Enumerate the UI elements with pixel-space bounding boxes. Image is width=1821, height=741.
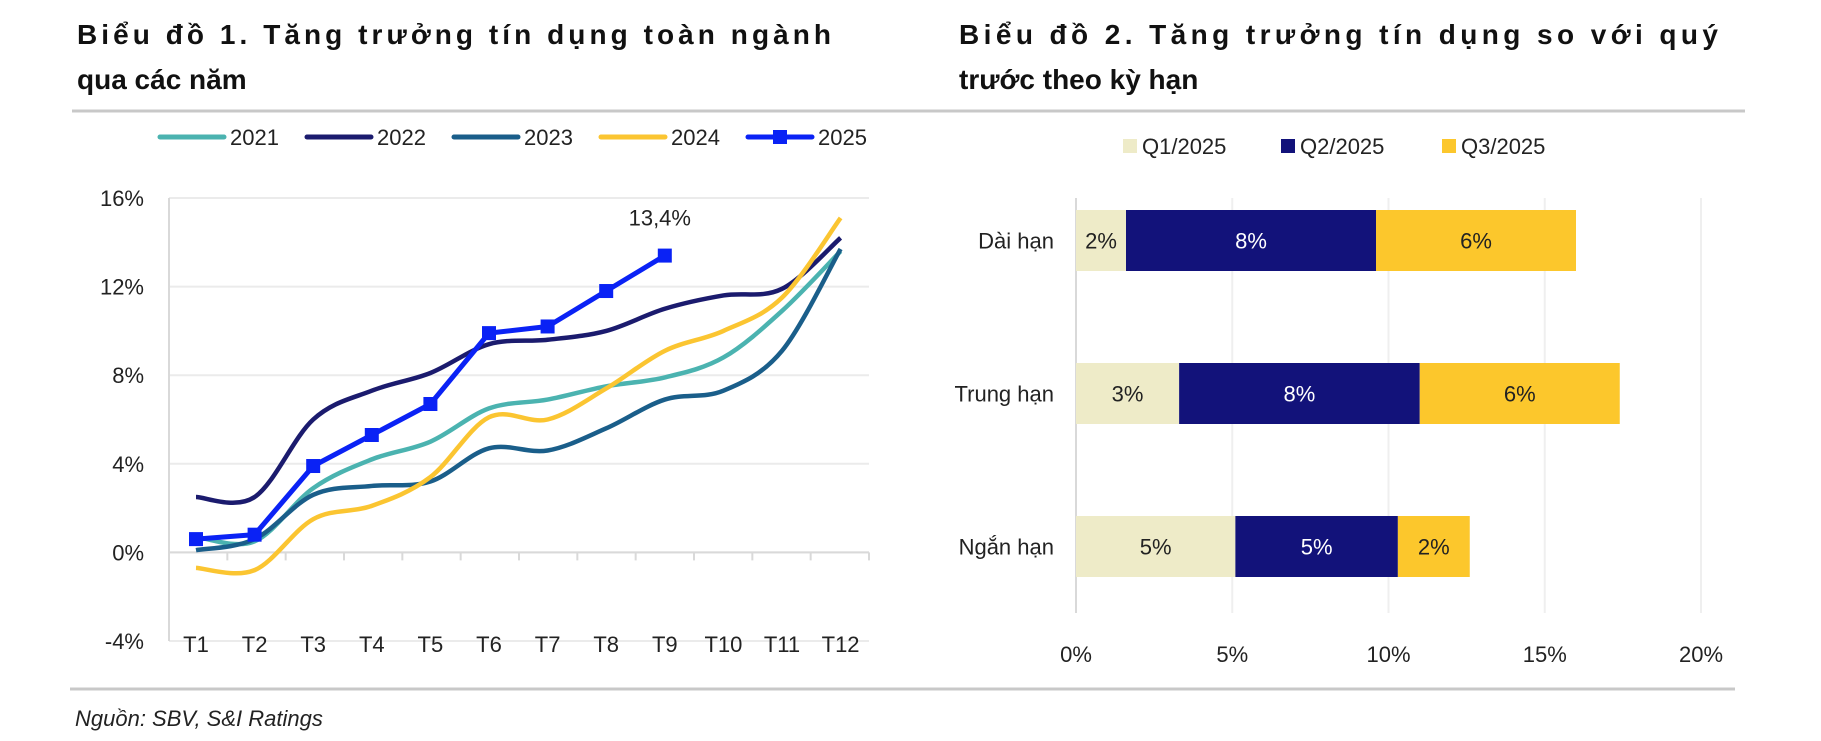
bar-Q3/2025 xyxy=(1376,210,1576,271)
bar-label: 2% xyxy=(1418,535,1450,560)
bar-Q3/2025 xyxy=(1397,516,1470,577)
chart2-title-line1: Biểu đồ 2. Tăng trưởng tín dụng so với q… xyxy=(959,19,1718,50)
x-tick-label: T8 xyxy=(593,632,619,657)
chart1-title-line1: Biểu đồ 1. Tăng trưởng tín dụng toàn ngà… xyxy=(77,19,831,50)
category-label: Dài hạn xyxy=(978,229,1054,254)
y-tick-label: -4% xyxy=(105,629,144,654)
y-tick-label: 12% xyxy=(100,275,144,300)
x-tick-label: T12 xyxy=(822,632,860,657)
legend-swatch-Q2/2025 xyxy=(1281,139,1295,153)
x-tick-label: T11 xyxy=(764,632,800,657)
x-tick-label: 20% xyxy=(1679,642,1723,667)
bar-label: 8% xyxy=(1235,229,1267,254)
x-tick-label: 5% xyxy=(1216,642,1248,667)
series-line-2024 xyxy=(195,216,843,576)
bar-Q3/2025 xyxy=(1419,363,1620,424)
series-line-2023 xyxy=(195,247,843,553)
legend-swatch-Q1/2025 xyxy=(1123,139,1137,153)
bar-label: 6% xyxy=(1504,382,1536,407)
x-tick-label: T3 xyxy=(300,632,326,657)
x-tick-label: 15% xyxy=(1523,642,1567,667)
data-point-2025 xyxy=(540,319,555,334)
bar-Q1/2025 xyxy=(1076,363,1180,424)
x-tick-label: T5 xyxy=(418,632,444,657)
y-tick-label: 0% xyxy=(112,540,144,565)
chart2: 0% 5% 10% 15% 20% Q1/2025 Q2/2025 Q3/2025 Dài hạ… xyxy=(955,134,1724,667)
chart2-title-line2: trước theo kỳ hạn xyxy=(959,64,1198,95)
legend-label-2021: 2021 xyxy=(230,125,279,150)
x-tick-label: T10 xyxy=(704,632,742,657)
bar-Q2/2025 xyxy=(1126,210,1376,271)
x-tick-label: T6 xyxy=(476,632,502,657)
bar-label: 5% xyxy=(1140,535,1172,560)
data-point-2025 xyxy=(364,428,379,443)
legend-label-Q3/2025: Q3/2025 xyxy=(1461,134,1545,159)
x-tick-label: T9 xyxy=(652,632,678,657)
bar-label: 6% xyxy=(1460,229,1492,254)
y-tick-label: 16% xyxy=(100,186,144,211)
x-tick-label: T2 xyxy=(242,632,268,657)
legend-marker-2025 xyxy=(773,130,787,144)
x-tick-label: T7 xyxy=(535,632,561,657)
bar-label: 5% xyxy=(1301,535,1333,560)
chart1: 16% 12% 8% 4% 0% -4% T1 T2 T3 T4 T5 T6 T7 T8 T9 T10 T11 T… xyxy=(100,125,870,657)
bar-Q1/2025 xyxy=(1076,210,1126,271)
x-tick-label: T1 xyxy=(183,632,209,657)
bar-label: 3% xyxy=(1112,382,1144,407)
data-point-2025 xyxy=(657,248,672,263)
legend-label-2023: 2023 xyxy=(524,125,573,150)
y-tick-label: 8% xyxy=(112,363,144,388)
x-tick-label: 10% xyxy=(1366,642,1410,667)
chart1-title-line2: qua các năm xyxy=(77,64,247,95)
legend-label-2025: 2025 xyxy=(818,125,867,150)
category-label: Ngắn hạn xyxy=(959,535,1054,560)
legend-label-Q2/2025: Q2/2025 xyxy=(1300,134,1384,159)
data-point-2025 xyxy=(189,532,203,547)
series-line-2021 xyxy=(195,249,843,547)
x-tick-label: 0% xyxy=(1060,642,1092,667)
data-point-2025 xyxy=(599,284,614,299)
data-point-2025 xyxy=(247,527,262,542)
y-tick-label: 4% xyxy=(112,452,144,477)
legend-label-2024: 2024 xyxy=(671,125,720,150)
legend-label-Q1/2025: Q1/2025 xyxy=(1142,134,1226,159)
bar-Q2/2025 xyxy=(1179,363,1420,424)
bar-label: 8% xyxy=(1284,382,1316,407)
bar-label: 2% xyxy=(1085,229,1117,254)
legend-label-2022: 2022 xyxy=(377,125,426,150)
data-point-2025 xyxy=(306,459,321,474)
series-line-2022 xyxy=(195,236,843,506)
x-tick-label: T4 xyxy=(359,632,385,657)
data-point-2025 xyxy=(423,396,438,411)
data-point-2025 xyxy=(482,326,496,341)
bar-Q2/2025 xyxy=(1235,516,1398,577)
legend-swatch-Q3/2025 xyxy=(1442,139,1456,153)
bar-Q1/2025 xyxy=(1076,516,1236,577)
category-label: Trung hạn xyxy=(955,382,1054,407)
source-note: Nguồn: SBV, S&I Ratings xyxy=(75,706,323,731)
data-label-annotation: 13,4% xyxy=(629,206,691,231)
